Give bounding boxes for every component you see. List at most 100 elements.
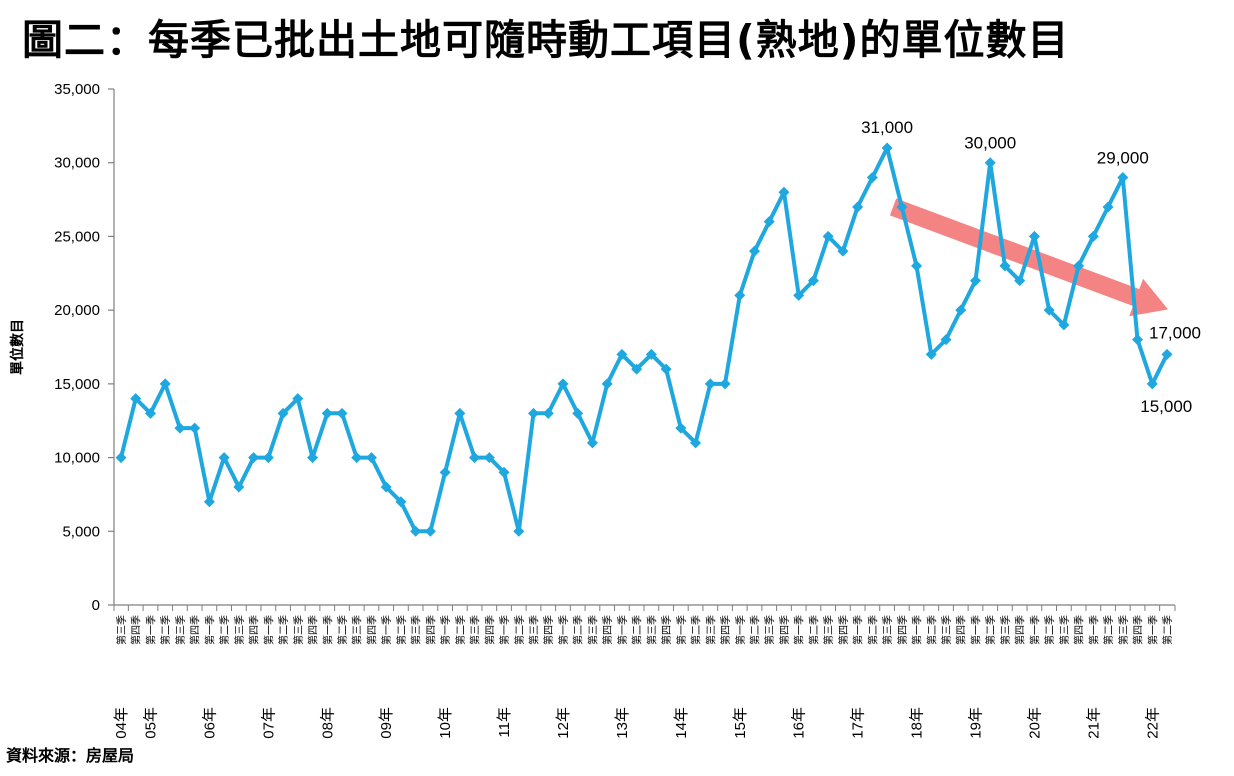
x-year-label: 10年 — [437, 707, 454, 739]
data-point — [130, 393, 142, 405]
y-tick-label: 25,000 — [54, 228, 100, 245]
x-year-label: 17年 — [850, 707, 867, 739]
x-quarter-label: 第一季 — [969, 615, 982, 645]
x-quarter-label: 第一季 — [852, 615, 865, 645]
x-year-label: 07年 — [260, 707, 277, 739]
x-quarter-label: 第三季 — [645, 615, 658, 645]
data-point — [984, 157, 996, 169]
y-tick-label: 0 — [92, 597, 100, 614]
x-quarter-label: 第一季 — [262, 615, 275, 645]
x-quarter-label: 第四季 — [130, 615, 143, 645]
data-label: 17,000 — [1149, 323, 1201, 342]
data-point — [395, 496, 407, 508]
x-year-label: 19年 — [967, 707, 984, 739]
data-point — [925, 348, 937, 360]
x-quarter-label: 第四季 — [1132, 615, 1145, 645]
x-quarter-label: 第四季 — [483, 615, 496, 645]
x-quarter-label: 第三季 — [528, 615, 541, 645]
data-point — [159, 378, 171, 390]
data-label: 29,000 — [1097, 148, 1149, 167]
data-point — [528, 407, 540, 419]
data-point — [631, 363, 643, 375]
data-point — [734, 289, 746, 301]
y-tick-label: 20,000 — [54, 302, 100, 319]
data-label: 15,000 — [1140, 397, 1192, 416]
data-point — [1161, 348, 1173, 360]
data-point — [719, 378, 731, 390]
chart-title: 圖二：每季已批出土地可隨時動工項目(熟地)的單位數目 — [22, 16, 1070, 64]
x-quarter-label: 第四季 — [719, 615, 732, 645]
x-quarter-label: 第二季 — [925, 615, 938, 645]
x-quarter-label: 第一季 — [144, 615, 157, 645]
x-quarter-label: 第四季 — [1073, 615, 1086, 645]
data-point — [896, 201, 908, 213]
x-quarter-label: 第四季 — [660, 615, 673, 645]
data-point — [277, 407, 289, 419]
x-quarter-label: 第一季 — [1087, 615, 1100, 645]
data-point — [748, 245, 760, 257]
x-quarter-label: 第三季 — [940, 615, 953, 645]
y-tick-label: 5,000 — [62, 523, 100, 540]
data-point — [351, 452, 363, 464]
y-tick-label: 35,000 — [54, 81, 100, 98]
x-year-label: 13年 — [614, 707, 631, 739]
x-year-label: 14年 — [673, 707, 690, 739]
data-point — [660, 363, 672, 375]
x-quarter-label: 第三季 — [1058, 615, 1071, 645]
x-quarter-label: 第三季 — [586, 615, 599, 645]
data-point — [542, 407, 554, 419]
data-label: 31,000 — [861, 118, 913, 137]
data-point — [1117, 171, 1129, 183]
data-point — [955, 304, 967, 316]
data-point — [424, 525, 436, 537]
data-point — [837, 245, 849, 257]
data-point — [793, 289, 805, 301]
x-year-label: 06年 — [201, 707, 218, 739]
x-quarter-label: 第三季 — [822, 615, 835, 645]
data-point — [763, 216, 775, 228]
x-quarter-label: 第四季 — [601, 615, 614, 645]
x-quarter-label: 第二季 — [631, 615, 644, 645]
data-point — [911, 260, 923, 272]
line-chart: 0 5,000 10,000 15,000 20,000 25,000 30,000 35,0… — [9, 81, 1201, 739]
data-point — [881, 142, 893, 154]
x-quarter-label: 第四季 — [424, 615, 437, 645]
data-point — [321, 407, 333, 419]
x-year-label: 15年 — [732, 707, 749, 739]
x-quarter-label: 第三季 — [115, 615, 128, 645]
x-quarter-label: 第四季 — [1014, 615, 1027, 645]
data-point — [469, 452, 481, 464]
data-point — [439, 466, 451, 478]
x-quarter-label: 第四季 — [837, 615, 850, 645]
data-point — [262, 452, 274, 464]
x-quarter-label: 第一季 — [321, 615, 334, 645]
data-point — [189, 422, 201, 434]
y-tick-label: 10,000 — [54, 450, 100, 467]
data-point — [1073, 260, 1085, 272]
data-point — [572, 407, 584, 419]
data-point — [601, 378, 613, 390]
x-quarter-label: 第四季 — [365, 615, 378, 645]
x-quarter-label: 第二季 — [218, 615, 231, 645]
x-quarter-label: 第二季 — [395, 615, 408, 645]
x-quarter-label: 第三季 — [233, 615, 246, 645]
data-point — [483, 452, 495, 464]
data-point — [365, 452, 377, 464]
x-quarter-label: 第二季 — [1102, 615, 1115, 645]
x-quarter-label: 第一季 — [1146, 615, 1159, 645]
data-point — [248, 452, 260, 464]
x-year-label: 12年 — [555, 707, 572, 739]
data-point — [1014, 275, 1026, 287]
x-quarter-label: 第三季 — [174, 615, 187, 645]
data-point — [557, 378, 569, 390]
x-quarter-label: 第一季 — [734, 615, 747, 645]
data-point — [513, 525, 525, 537]
data-point — [454, 407, 466, 419]
x-quarter-label: 第二季 — [1161, 615, 1174, 645]
x-year-label: 21年 — [1085, 707, 1102, 739]
x-quarter-label: 第一季 — [439, 615, 452, 645]
x-quarter-label: 第四季 — [248, 615, 261, 645]
data-point — [1028, 230, 1040, 242]
x-quarter-label: 第三季 — [292, 615, 305, 645]
data-point — [233, 481, 245, 493]
